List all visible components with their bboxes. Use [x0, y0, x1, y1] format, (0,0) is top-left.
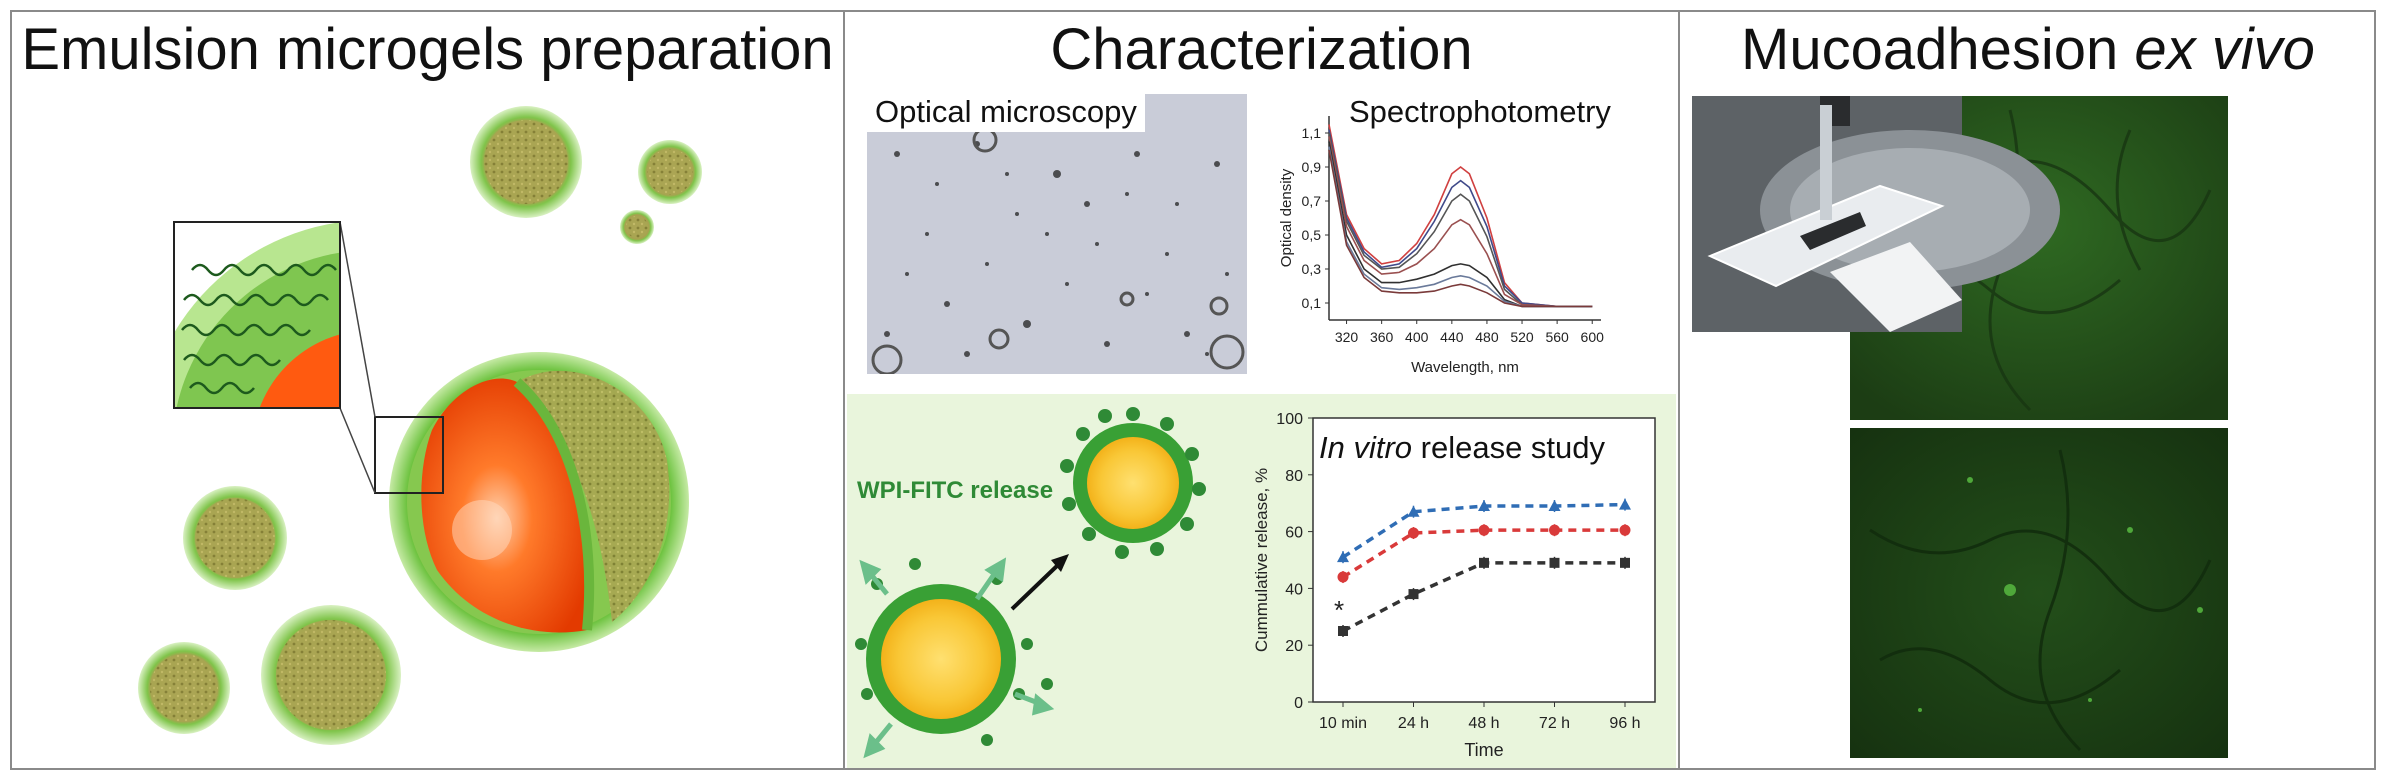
- release-y-label: Cummulative release, %: [1252, 468, 1271, 652]
- large-microgel-cutaway: [389, 352, 689, 652]
- spectro-series-line: [1328, 132, 1593, 308]
- release-point: [1619, 498, 1631, 510]
- title-mucoadhesion-italic: ex vivo: [2134, 17, 2315, 82]
- zoom-line-bottom: [339, 407, 376, 494]
- particle-after-release: [1060, 407, 1206, 559]
- release-chart-title: In vitro release study: [1319, 430, 1605, 466]
- release-y-tick-label: 60: [1285, 525, 1303, 542]
- release-point: [1549, 557, 1560, 568]
- spectro-x-tick-label: 400: [1405, 329, 1429, 345]
- panel-title-preparation: Emulsion microgels preparation: [21, 17, 834, 82]
- zoom-line-top: [339, 221, 376, 418]
- spectro-x-tick-label: 560: [1545, 329, 1569, 345]
- spectro-y-tick-label: 0,5: [1302, 227, 1322, 243]
- spectro-x-tick-label: 480: [1475, 329, 1499, 345]
- apparatus-photo: [1692, 96, 2060, 332]
- spectro-x-tick-label: 520: [1510, 329, 1534, 345]
- label-wpi-fitc-release: WPI-FITC release: [857, 477, 1053, 504]
- release-x-tick-label: 96 h: [1609, 715, 1640, 732]
- release-x-tick-label: 48 h: [1468, 715, 1499, 732]
- release-point: [1619, 524, 1631, 536]
- release-y-tick-label: 20: [1285, 638, 1303, 655]
- spectro-series-line: [1328, 129, 1593, 308]
- spectro-y-tick-label: 0,3: [1302, 261, 1322, 277]
- release-title-italic: In vitro: [1319, 430, 1413, 465]
- label-optical-microscopy: Optical microscopy: [867, 92, 1145, 132]
- panel-divider-left: [843, 10, 845, 770]
- release-point: [1337, 551, 1349, 563]
- release-point: [1407, 505, 1420, 517]
- release-x-tick-label: 72 h: [1539, 715, 1570, 732]
- spectro-series-line: [1328, 146, 1593, 308]
- release-illustration: WPI-FITC release: [855, 407, 1206, 759]
- panel-characterization: Characterization Optical microscopy 0,1 0…: [845, 10, 1678, 770]
- release-point: [1620, 557, 1630, 568]
- spectro-series-line: [1328, 149, 1593, 308]
- zoom-source-box: [374, 416, 444, 494]
- spectro-x-tick-label: 440: [1440, 329, 1464, 345]
- panel-title-characterization: Characterization: [1050, 17, 1473, 82]
- spectro-series-line: [1328, 124, 1593, 308]
- figure-frame: [10, 10, 2376, 770]
- release-y-tick-label: 80: [1285, 468, 1303, 485]
- mucoadhesion-images: [1692, 96, 2228, 758]
- panel-mucoadhesion: Mucoadhesion ex vivo: [1680, 10, 2376, 770]
- release-point: [1478, 500, 1490, 512]
- spectro-x-tick-label: 360: [1370, 329, 1394, 345]
- spectro-y-tick-label: 1,1: [1302, 125, 1322, 141]
- significance-asterisk: *: [1334, 595, 1344, 625]
- microgels-illustration: [138, 106, 702, 745]
- optical-microscopy-image: [867, 94, 1247, 374]
- release-point: [1337, 571, 1349, 583]
- panel-emulsion-preparation: Emulsion microgels preparation: [12, 10, 843, 770]
- spectro-title: Spectrophotometry: [1349, 94, 1611, 129]
- small-microgel: [470, 106, 582, 218]
- small-microgel: [261, 605, 401, 745]
- release-study-chart: 0 20 40 60 80 100 10 min 24 h 48 h 72 h 96 h Time Cu…: [1252, 411, 1656, 760]
- spectro-y-tick-label: 0,1: [1302, 295, 1322, 311]
- small-microgel: [138, 642, 230, 734]
- release-x-tick-label: 10 min: [1319, 715, 1367, 732]
- release-point: [1408, 527, 1419, 539]
- release-y-tick-label: 40: [1285, 581, 1303, 598]
- release-title-rest: release study: [1412, 430, 1606, 465]
- spectrophotometry-chart: 0,1 0,3 0,5 0,7 0,9 1,1 320 360 400 440 480 520 560 6…: [1278, 116, 1605, 376]
- release-arrow: [1010, 554, 1069, 611]
- small-microgel: [183, 486, 287, 590]
- panel-title-mucoadhesion: Mucoadhesion ex vivo: [1680, 16, 2376, 83]
- release-point: [1479, 557, 1489, 568]
- release-point: [1338, 626, 1348, 636]
- title-mucoadhesion-main: Mucoadhesion: [1741, 17, 2135, 82]
- release-y-tick-label: 0: [1294, 695, 1303, 712]
- panel-divider-right: [1678, 10, 1680, 770]
- release-point: [1549, 524, 1560, 536]
- spectro-x-label: Wavelength, nm: [1411, 359, 1519, 376]
- release-x-tick-label: 24 h: [1398, 715, 1429, 732]
- spectro-x-tick-label: 320: [1335, 329, 1359, 345]
- spectro-y-tick-label: 0,9: [1302, 159, 1322, 175]
- particle-before-release: [866, 584, 1016, 734]
- release-y-tick-label: 100: [1276, 411, 1303, 428]
- release-point: [1478, 524, 1490, 536]
- spectro-y-tick-label: 0,7: [1302, 193, 1322, 209]
- small-microgel: [638, 140, 702, 204]
- small-microgel: [620, 210, 654, 244]
- release-point: [1408, 589, 1419, 600]
- spectro-series-line: [1328, 136, 1593, 308]
- release-point: [1548, 500, 1561, 512]
- fluorescence-image-bottom: [1850, 428, 2228, 758]
- spectro-x-tick-label: 600: [1581, 329, 1605, 345]
- spectro-y-label: Optical density: [1278, 168, 1295, 267]
- diffusion-arrows: [859, 557, 1055, 759]
- release-x-label: Time: [1464, 740, 1503, 760]
- zoom-inset: [173, 221, 341, 409]
